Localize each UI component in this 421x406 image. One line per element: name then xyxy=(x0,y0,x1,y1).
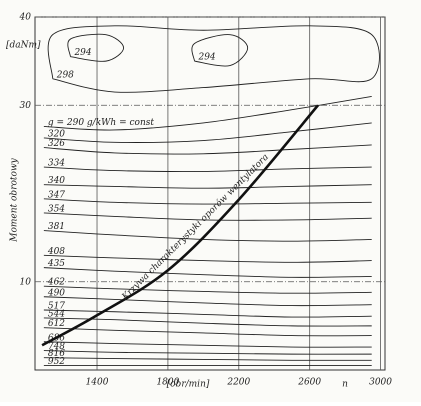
contour-label: 435 xyxy=(47,259,65,269)
contour-line xyxy=(43,95,372,131)
contour-label: 354 xyxy=(48,204,65,214)
contour-label: 748 xyxy=(48,342,65,352)
x-symbol: n xyxy=(342,380,348,390)
plot-frame xyxy=(34,16,386,371)
y-tick-label: 40 xyxy=(19,13,32,23)
y-tick-label: 10 xyxy=(20,277,32,287)
contour-label: g = 290 g/kWh = const xyxy=(48,118,154,128)
contour-line xyxy=(43,327,372,337)
contour-label: 294 xyxy=(197,53,215,63)
contour-line xyxy=(43,350,372,355)
contour-label: 326 xyxy=(48,139,65,149)
contour-label: 490 xyxy=(47,288,65,298)
contour-line xyxy=(67,33,125,62)
y-axis-label: Moment obrotowy xyxy=(10,157,20,242)
contour-label: 381 xyxy=(48,222,65,232)
contour-label: 517 xyxy=(48,301,65,311)
contour-label: 408 xyxy=(47,247,65,257)
x-unit: [obr/min] xyxy=(167,380,210,390)
contour-label: 544 xyxy=(48,309,65,319)
contour-line xyxy=(43,122,372,143)
y-tick-label: 30 xyxy=(20,101,32,111)
contour-line xyxy=(43,166,372,172)
contour-label: 334 xyxy=(48,159,65,169)
contour-line xyxy=(43,212,372,221)
contour-line xyxy=(43,254,372,263)
contour-label: 612 xyxy=(48,319,65,329)
contour-label: 816 xyxy=(48,349,65,359)
contour-line xyxy=(43,230,372,242)
contour-label: 340 xyxy=(48,176,65,186)
resistance-curve xyxy=(41,104,320,347)
x-tick-label: 1400 xyxy=(86,378,109,388)
x-tick-label: 2200 xyxy=(226,378,250,388)
contour-line xyxy=(43,285,372,294)
contour-line xyxy=(43,267,372,278)
contour-label: 347 xyxy=(48,190,65,200)
contour-line xyxy=(43,198,372,205)
contour-line xyxy=(43,357,372,361)
contour-label: 298 xyxy=(56,70,74,80)
contour-line xyxy=(191,34,249,67)
contour-line xyxy=(43,309,372,318)
contour-line xyxy=(43,296,372,307)
contour-line xyxy=(47,25,380,93)
contour-line xyxy=(43,341,372,348)
contour-label: 952 xyxy=(48,357,65,367)
contour-line xyxy=(43,317,372,327)
contour-line xyxy=(43,184,372,189)
x-tick-label: 2600 xyxy=(297,378,321,388)
x-tick-label: 1800 xyxy=(156,378,179,388)
contour-label: 462 xyxy=(47,278,65,288)
x-tick-label: 3000 xyxy=(369,378,392,388)
y-unit: [daNm] xyxy=(6,41,41,51)
contour-label: 294 xyxy=(73,48,91,58)
contour-label: 320 xyxy=(48,129,65,139)
contour-line xyxy=(43,144,372,155)
